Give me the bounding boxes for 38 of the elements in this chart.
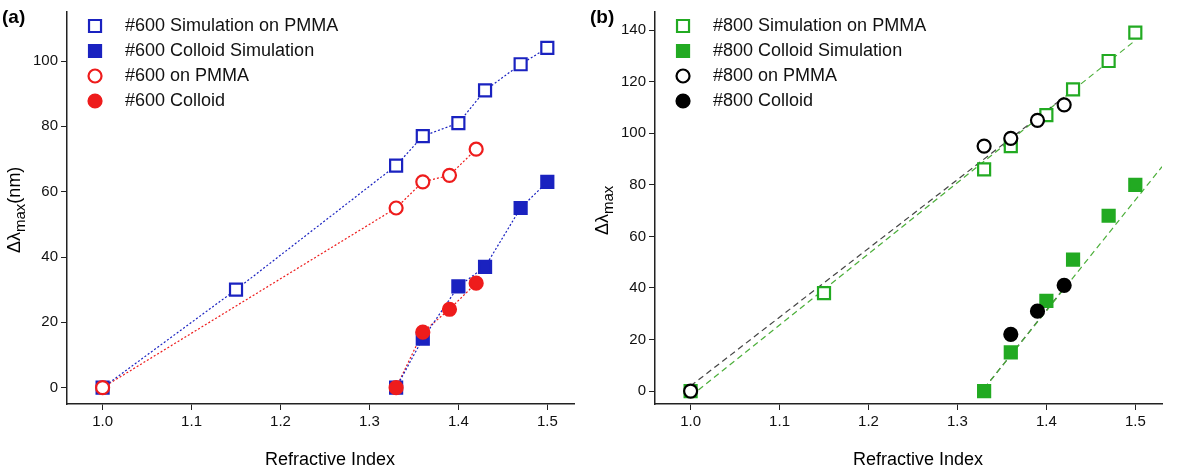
x-tick-label: 1.1 (181, 412, 202, 430)
x-tick-label: 1.2 (858, 412, 879, 430)
legend-label: #600 Simulation on PMMA (125, 14, 339, 35)
text: (a) (2, 6, 26, 28)
legend-label: #800 Simulation on PMMA (713, 14, 927, 35)
x-tick-label: 1.3 (359, 412, 380, 430)
legend-label: #800 Colloid Simulation (713, 39, 903, 60)
text: (b) (590, 6, 615, 28)
y-tick-label: 40 (629, 278, 647, 296)
x-axis-title: Refractive Index (853, 449, 984, 470)
y-tick-label: 0 (49, 377, 59, 395)
x-tick-label: 1.3 (947, 412, 968, 430)
x-tick-label: 1.0 (92, 412, 114, 430)
y-tick-label: 120 (621, 71, 647, 89)
y-tick-label: 100 (621, 123, 647, 141)
x-tick-label: 1.4 (1035, 412, 1057, 430)
y-tick-label: 0 (637, 381, 647, 399)
x-tick-label: 1.2 (270, 412, 291, 430)
y-tick-label: 100 (33, 51, 59, 69)
y-tick-label: 40 (41, 247, 59, 265)
y-tick-label: 20 (41, 312, 59, 330)
x-tick-label: 1.1 (769, 412, 790, 430)
legend-label: #600 Colloid Simulation (125, 39, 315, 60)
x-axis-title: Refractive Index (265, 449, 396, 470)
y-tick-label: 60 (629, 226, 647, 244)
x-tick-label: 1.4 (447, 412, 469, 430)
y-tick-label: 20 (629, 329, 647, 347)
legend-label: #600 Colloid (125, 89, 226, 110)
legend-label: #800 Colloid (713, 89, 814, 110)
x-tick-label: 1.5 (536, 412, 558, 430)
x-tick-label: 1.0 (680, 412, 702, 430)
legend-label: #800 on PMMA (713, 64, 838, 85)
y-tick-label: 80 (41, 116, 59, 134)
legend-label: #600 on PMMA (125, 64, 250, 85)
y-tick-label: 140 (621, 20, 647, 38)
y-tick-label: 60 (41, 181, 59, 199)
y-tick-label: 80 (629, 174, 647, 192)
x-tick-label: 1.5 (1124, 412, 1146, 430)
